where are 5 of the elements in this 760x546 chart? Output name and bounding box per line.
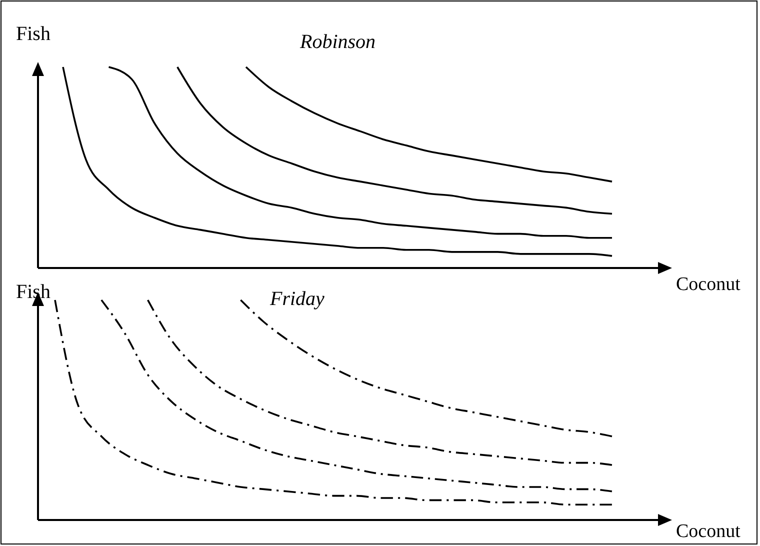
x-axis-title: Coconut [676,521,742,542]
chart-title: Friday [269,288,325,310]
y-axis-title: Fish [16,23,50,45]
x-axis-title: Coconut [676,274,742,295]
chart-title: Robinson [299,31,376,53]
